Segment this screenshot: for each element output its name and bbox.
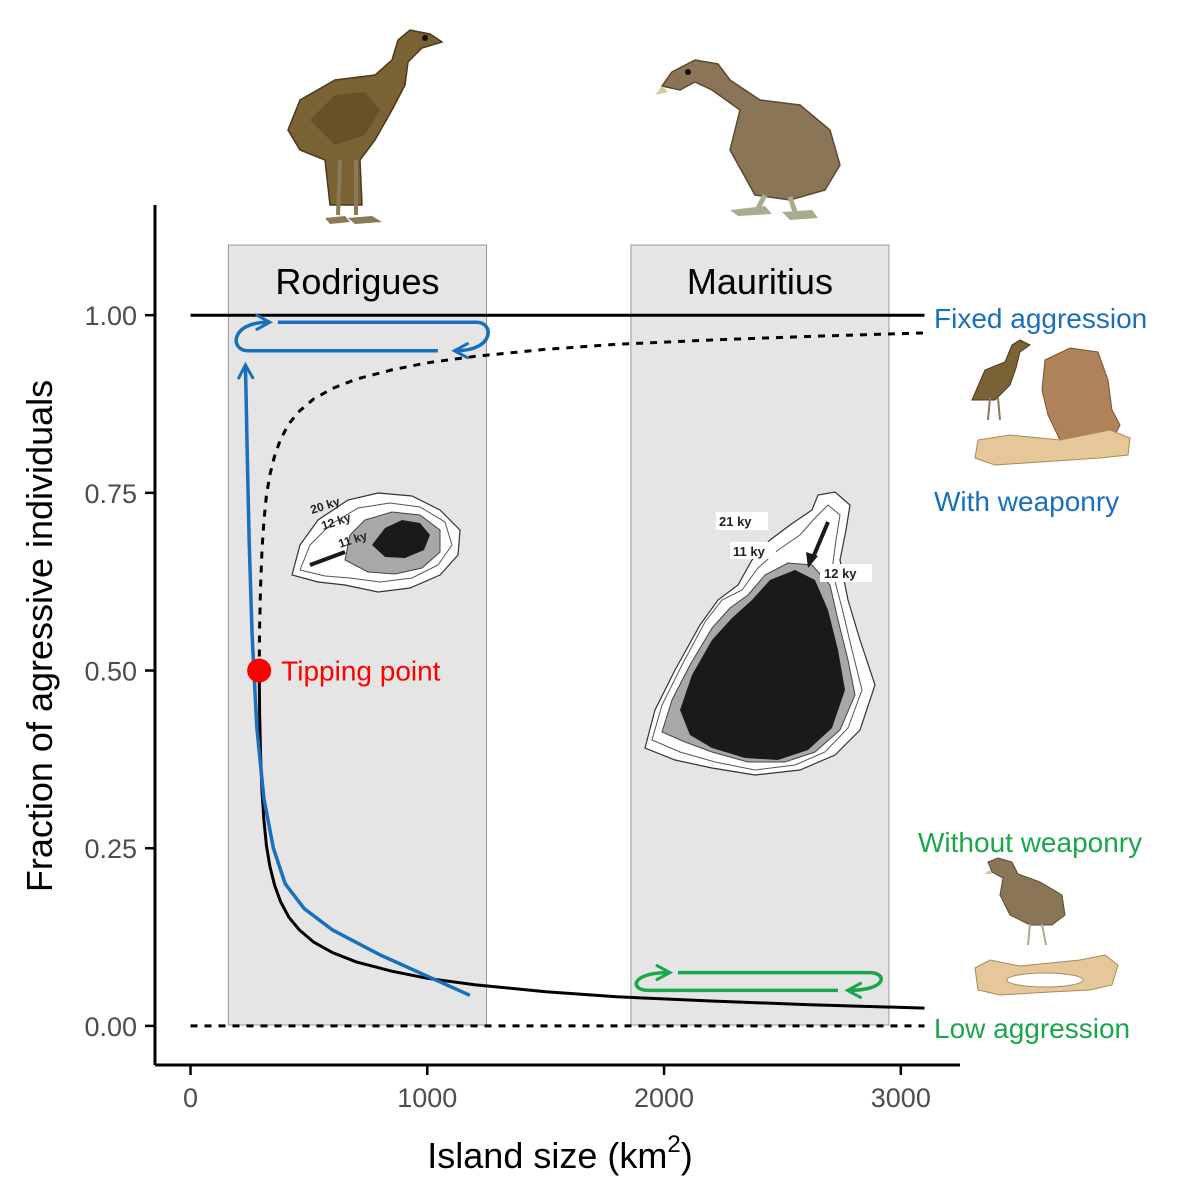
data-points: Tipping point — [247, 656, 441, 687]
mauritius-label-bg — [730, 542, 776, 559]
loop-3 — [634, 970, 883, 993]
trajectory-1 — [243, 364, 471, 997]
rodrigues-map-illustration: 20 ky 12 ky 11 ky — [291, 492, 461, 593]
region-rodrigues — [227, 244, 487, 1026]
x-axis-title: Island size (km2) — [427, 1131, 692, 1176]
trajectory-arrowhead-1 — [237, 361, 255, 380]
mauritius-map-label-2: 11 ky — [733, 544, 766, 559]
tipping-point-label: Tipping point — [281, 656, 441, 687]
x-tick-label: 0 — [183, 1083, 198, 1113]
solitaire-bird-illustration — [287, 29, 444, 224]
series-line-3 — [257, 670, 925, 1010]
region-labels: Rodrigues Mauritius — [275, 261, 833, 302]
y-tick-label: 0.25 — [84, 834, 137, 864]
dodo-with-bone-illustration — [974, 857, 1119, 996]
loop-arrowhead-left-2 — [255, 313, 274, 331]
mauritius-label-bg — [820, 564, 872, 582]
shaded-regions — [227, 244, 890, 1026]
loop-arrowhead-right-2 — [451, 342, 469, 360]
trajectory-arrows — [234, 313, 883, 999]
solitaire-with-bone-illustration — [971, 339, 1131, 466]
x-tick-label: 2000 — [634, 1083, 694, 1113]
loop-arrowhead-left-3 — [655, 964, 674, 982]
series-line-4 — [257, 331, 925, 671]
region-label-mauritius: Mauritius — [687, 261, 833, 302]
y-tick-label: 0.75 — [84, 479, 137, 509]
loop-2 — [234, 320, 490, 353]
y-tick-label: 0.00 — [84, 1012, 137, 1042]
fixed-aggression-label: Fixed aggression — [934, 303, 1147, 334]
y-axis-title: Fraction of agressive individuals — [19, 380, 60, 892]
dodo-bird-illustration — [655, 59, 841, 220]
mauritius-map-illustration: 21 ky 11 ky 12 ky — [644, 491, 876, 776]
region-label-rodrigues: Rodrigues — [275, 261, 439, 302]
low-aggression-label: Low aggression — [934, 1013, 1130, 1044]
with-weaponry-label: With weaponry — [934, 486, 1119, 517]
loop-arrowhead-right-3 — [844, 981, 862, 999]
series-lines — [190, 313, 925, 1028]
x-tick-label: 3000 — [871, 1083, 931, 1113]
mauritius-map-label-3: 12 ky — [824, 566, 857, 581]
y-tick-label: 1.00 — [84, 301, 137, 331]
mauritius-map-label-1: 21 ky — [719, 514, 752, 529]
y-tick-label: 0.50 — [84, 657, 137, 687]
tipping-point-marker — [247, 658, 272, 683]
axes: 0 1000 2000 3000 0.00 0.25 0.50 0.75 1.00 — [84, 205, 960, 1113]
without-weaponry-label: Without weaponry — [918, 827, 1142, 858]
mauritius-label-bg — [716, 512, 768, 530]
x-tick-label: 1000 — [397, 1083, 457, 1113]
